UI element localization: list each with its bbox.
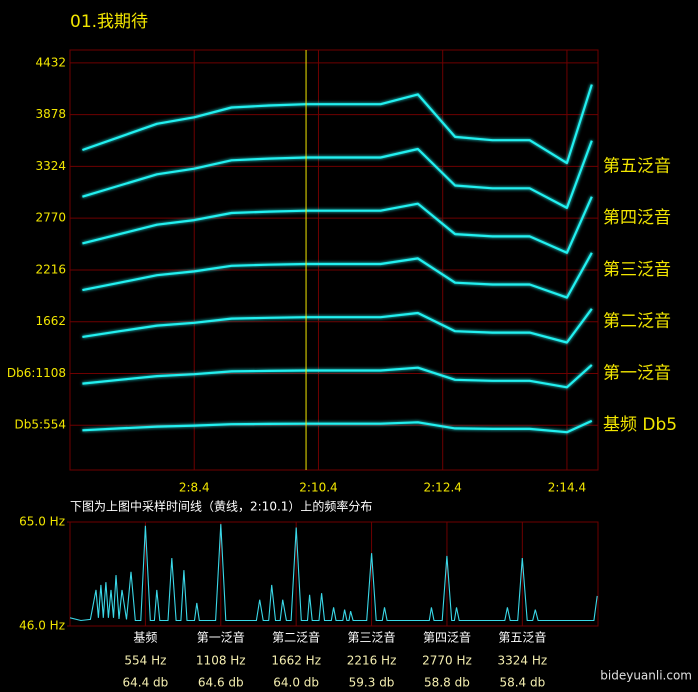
x-tick-label: 2:8.4 [179,481,210,495]
harmonic-annotation: 第二泛音 [603,312,671,332]
harmonic-annotation: 第三泛音 [603,260,671,280]
peak-level: 58.8 db [424,676,470,690]
harmonic-track [82,140,593,209]
y-tick-label: Db5:554 [15,418,66,432]
harmonic-tracks [82,84,593,434]
harmonic-track [82,308,593,344]
peak-name: 基频 [133,631,157,645]
peak-frequency: 554 Hz [124,654,166,668]
peak-frequency: 2770 Hz [422,654,472,668]
peak-frequency: 1108 Hz [196,654,246,668]
harmonic-track [82,196,593,254]
spectrum-line [70,524,598,622]
x-tick-label: 2:12.4 [424,481,462,495]
spectrum [70,524,598,622]
peak-level: 64.0 db [273,676,319,690]
y-tick-label: 1662 [35,314,66,328]
x-tick-label: 2:10.4 [299,481,337,495]
harmonic-track [82,84,593,165]
x-tick-label: 2:14.4 [548,481,586,495]
y-tick-label: 4432 [35,55,66,69]
watermark: bideyuanli.com [600,669,692,683]
harmonic-track [82,419,593,434]
harmonic-track [82,252,593,299]
harmonic-annotation: 第五泛音 [603,156,671,176]
plot-frame [69,49,599,471]
peak-frequency: 3324 Hz [497,654,547,668]
y-tick-label: 3878 [35,107,66,121]
chart-title: 01.我期待 [70,12,148,32]
peak-name: 第二泛音 [272,630,320,645]
peak-name: 第三泛音 [348,630,396,645]
y-tick-label: 46.0 Hz [19,619,65,633]
y-tick-label: 65.0 Hz [19,515,65,529]
y-tick-label: 2770 [35,211,66,225]
peak-level: 59.3 db [349,676,395,690]
peak-frequency: 1662 Hz [271,654,321,668]
y-tick-label: 2216 [35,262,66,276]
peak-level: 58.4 db [499,676,545,690]
harmonic-annotation: 第一泛音 [603,363,671,383]
peak-frequency: 2216 Hz [347,654,397,668]
peak-level: 64.6 db [198,676,244,690]
peak-name: 第五泛音 [498,630,546,645]
harmonic-track [82,364,593,389]
peak-name: 第四泛音 [423,630,471,645]
y-tick-label: Db6:1108 [7,366,66,380]
chart-subtitle: 下图为上图中采样时间线（黄线，2:10.1）上的频率分布 [70,499,372,514]
y-tick-label: 3324 [35,159,66,173]
harmonic-annotation: 基频 Db5 [603,415,677,435]
peak-name: 第一泛音 [197,630,245,645]
peak-level: 64.4 db [122,676,168,690]
harmonic-annotation: 第四泛音 [603,208,671,228]
